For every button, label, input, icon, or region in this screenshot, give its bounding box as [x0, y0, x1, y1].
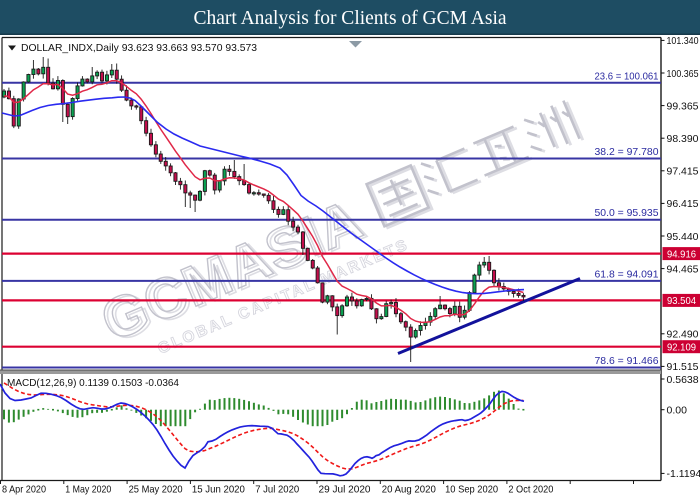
svg-text:92.490: 92.490	[667, 329, 699, 341]
svg-text:99.365: 99.365	[667, 100, 699, 112]
svg-text:94.465: 94.465	[667, 263, 699, 275]
svg-text:10 Sep 2020: 10 Sep 2020	[445, 484, 498, 496]
svg-text:100.365: 100.365	[667, 68, 699, 80]
svg-text:15 Jun 2020: 15 Jun 2020	[192, 484, 245, 496]
svg-text:94.916: 94.916	[667, 248, 696, 260]
svg-text:DOLLAR_INDX,Daily 93.623 93.6: DOLLAR_INDX,Daily 93.623 93.663 93.570 9…	[21, 43, 257, 54]
svg-text:101.340: 101.340	[667, 35, 699, 47]
svg-text:97.415: 97.415	[667, 166, 699, 178]
svg-text:50.0 = 95.935: 50.0 = 95.935	[595, 207, 659, 219]
svg-text:MACD(12,26,9) 0.1139 0.1503 -0: MACD(12,26,9) 0.1139 0.1503 -0.0364	[7, 378, 179, 389]
svg-text:95.440: 95.440	[667, 231, 699, 243]
svg-text:29 Jul 2020: 29 Jul 2020	[319, 484, 371, 496]
svg-text:-1.1194: -1.1194	[667, 468, 700, 480]
svg-text:38.2 = 97.780: 38.2 = 97.780	[595, 146, 659, 158]
svg-text:23.6 = 100.061: 23.6 = 100.061	[595, 70, 659, 82]
svg-text:96.415: 96.415	[667, 198, 699, 210]
svg-text:2 Oct 2020: 2 Oct 2020	[508, 484, 553, 496]
svg-text:93.504: 93.504	[667, 295, 696, 307]
svg-text:Chart Analysis for Clients of: Chart Analysis for Clients of GCM Asia	[193, 8, 506, 29]
svg-text:20 Aug 2020: 20 Aug 2020	[382, 484, 436, 496]
svg-text:7 Jul 2020: 7 Jul 2020	[255, 484, 299, 496]
svg-text:92.109: 92.109	[667, 342, 696, 354]
svg-text:61.8 = 94.091: 61.8 = 94.091	[595, 268, 659, 280]
svg-text:1 May 2020: 1 May 2020	[65, 484, 111, 496]
svg-text:8 Apr 2020: 8 Apr 2020	[2, 484, 46, 496]
svg-text:0.00: 0.00	[667, 405, 688, 417]
svg-text:0.5638: 0.5638	[667, 374, 699, 386]
svg-text:78.6 = 91.466: 78.6 = 91.466	[595, 355, 659, 367]
svg-text:98.390: 98.390	[667, 133, 699, 145]
svg-text:91.515: 91.515	[667, 361, 699, 373]
svg-text:25 May 2020: 25 May 2020	[129, 484, 183, 496]
